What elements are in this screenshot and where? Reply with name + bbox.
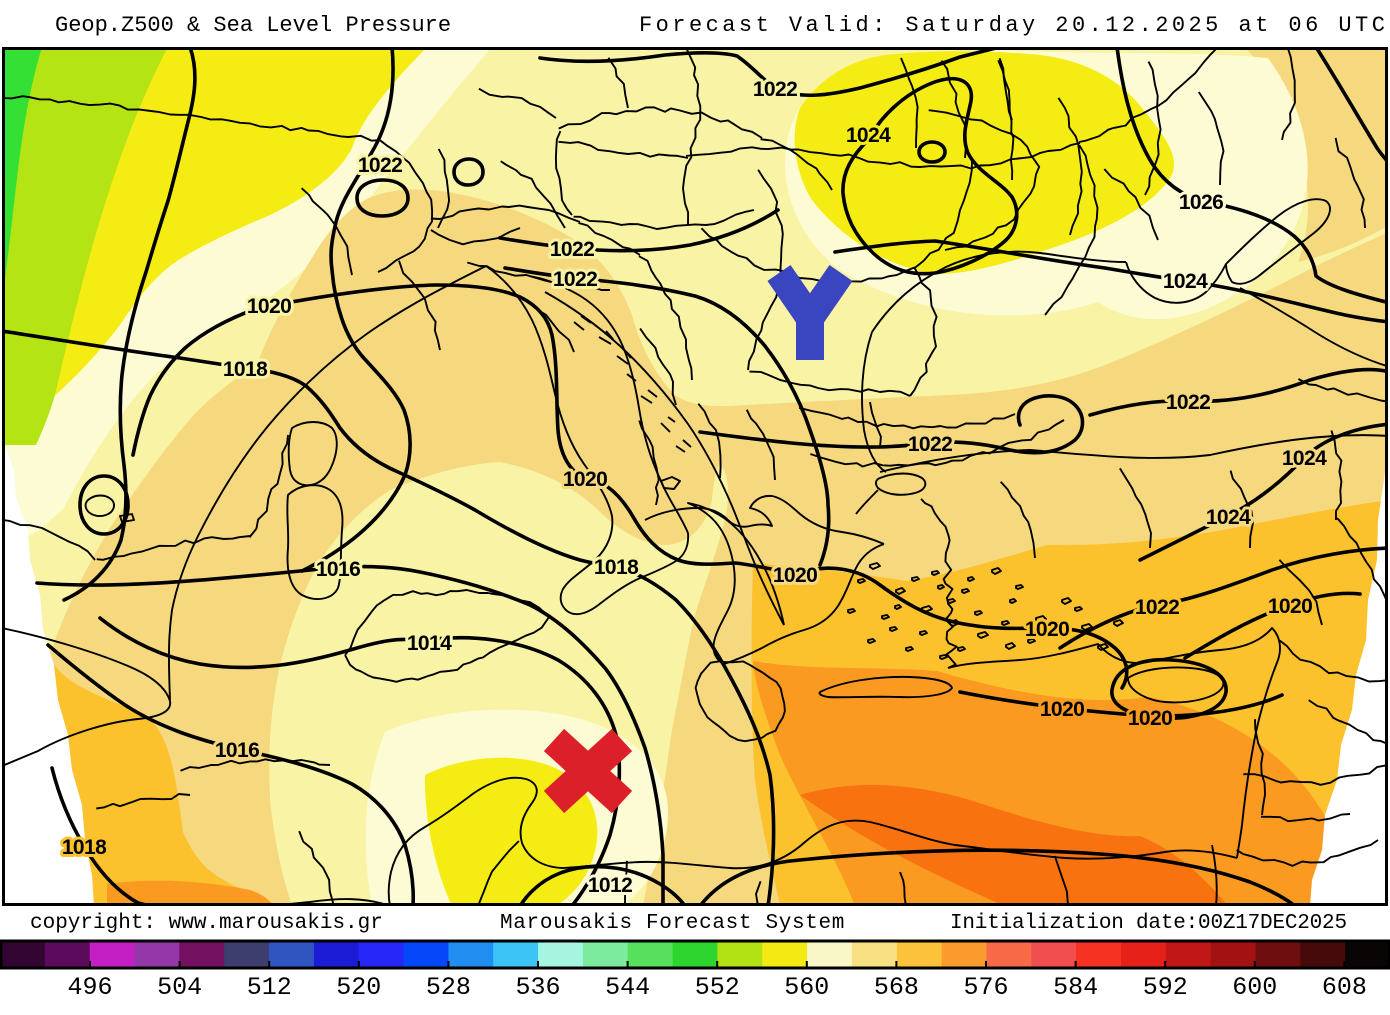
svg-text:552: 552 [695, 973, 740, 1002]
svg-text:1020: 1020 [1040, 698, 1084, 721]
svg-text:copyright: www.marousakis.gr: copyright: www.marousakis.gr [30, 912, 383, 935]
svg-text:536: 536 [515, 973, 560, 1002]
svg-text:1022: 1022 [358, 154, 402, 177]
svg-text:560: 560 [784, 973, 829, 1002]
svg-text:1022: 1022 [908, 433, 952, 456]
svg-text:1020: 1020 [1025, 618, 1069, 641]
svg-text:584: 584 [1053, 973, 1098, 1002]
svg-text:Marousakis Forecast System: Marousakis Forecast System [500, 912, 845, 935]
svg-text:1022: 1022 [550, 238, 594, 261]
svg-text:600: 600 [1232, 973, 1277, 1002]
svg-text:1022: 1022 [753, 78, 797, 101]
svg-text:592: 592 [1143, 973, 1188, 1002]
svg-text:496: 496 [67, 973, 112, 1002]
svg-text:1018: 1018 [594, 556, 639, 579]
svg-text:528: 528 [426, 973, 471, 1002]
svg-text:1020: 1020 [563, 468, 607, 491]
svg-text:1022: 1022 [553, 268, 597, 291]
svg-text:1022: 1022 [1135, 596, 1179, 619]
svg-text:1016: 1016 [215, 739, 259, 762]
svg-text:1020: 1020 [1128, 707, 1172, 730]
svg-text:1012: 1012 [588, 874, 632, 897]
svg-text:1024: 1024 [1163, 270, 1208, 293]
svg-text:Initialization date:00Z17DEC20: Initialization date:00Z17DEC2025 [950, 912, 1347, 935]
svg-text:512: 512 [247, 973, 292, 1002]
svg-text:1026: 1026 [1179, 191, 1223, 214]
svg-text:1018: 1018 [62, 836, 107, 859]
svg-text:1024: 1024 [1282, 447, 1327, 470]
svg-text:576: 576 [963, 973, 1008, 1002]
svg-text:504: 504 [157, 973, 202, 1002]
svg-text:568: 568 [874, 973, 919, 1002]
svg-text:544: 544 [605, 973, 650, 1002]
svg-text:1020: 1020 [1268, 595, 1312, 618]
svg-text:Forecast Valid: Saturday 20.1: Forecast Valid: Saturday 20.12.2025 at 0… [639, 13, 1388, 38]
svg-text:608: 608 [1322, 973, 1367, 1002]
svg-text:520: 520 [336, 973, 381, 1002]
svg-text:1022: 1022 [1166, 391, 1210, 414]
svg-text:1024: 1024 [846, 124, 891, 147]
svg-text:1016: 1016 [316, 558, 360, 581]
svg-text:1014: 1014 [407, 632, 452, 655]
svg-text:Geop.Z500 & Sea Level Pressure: Geop.Z500 & Sea Level Pressure [55, 13, 451, 38]
svg-text:1020: 1020 [247, 295, 291, 318]
svg-text:1020: 1020 [773, 564, 817, 587]
svg-text:1018: 1018 [223, 358, 268, 381]
svg-text:1024: 1024 [1206, 506, 1251, 529]
